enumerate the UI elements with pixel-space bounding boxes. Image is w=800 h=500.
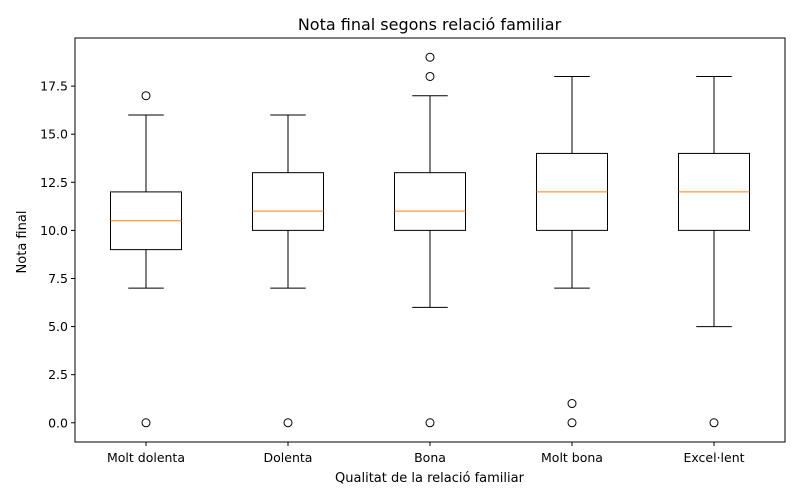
y-tick-label: 15.0	[40, 127, 68, 142]
outlier-point	[567, 399, 577, 409]
y-tick-label: 0.0	[48, 415, 68, 430]
chart-title: Nota final segons relació familiar	[298, 15, 562, 34]
x-tick-label: Bona	[414, 450, 446, 465]
y-tick-label: 2.5	[48, 367, 68, 382]
x-axis-label: Qualitat de la relació familiar	[335, 471, 525, 486]
outlier-point	[425, 418, 435, 428]
outlier-point	[567, 418, 577, 428]
x-tick-label: Molt dolenta	[107, 450, 185, 465]
box-iqr	[394, 172, 466, 231]
outlier-point	[425, 71, 435, 81]
outlier-point	[141, 418, 151, 428]
x-tick-label: Dolenta	[264, 450, 313, 465]
outlier-point	[141, 91, 151, 101]
outlier-point	[709, 418, 719, 428]
outlier-point	[283, 418, 293, 428]
y-tick-label: 17.5	[40, 79, 68, 94]
plot-area: 0.0 2.5 5.0 7.5 10.0 12.5 15.0 17.5 Molt dolenta…	[40, 37, 786, 465]
y-tick-label: 7.5	[48, 271, 68, 286]
box-iqr	[252, 172, 324, 231]
x-tick-label: Molt bona	[541, 450, 603, 465]
x-tick-label: Excel·lent	[683, 450, 744, 465]
outlier-point	[425, 52, 435, 62]
y-axis-label: Nota final	[15, 211, 30, 274]
y-tick-label: 12.5	[40, 175, 68, 190]
y-tick-label: 10.0	[40, 223, 68, 238]
y-tick-label: 5.0	[48, 319, 68, 334]
